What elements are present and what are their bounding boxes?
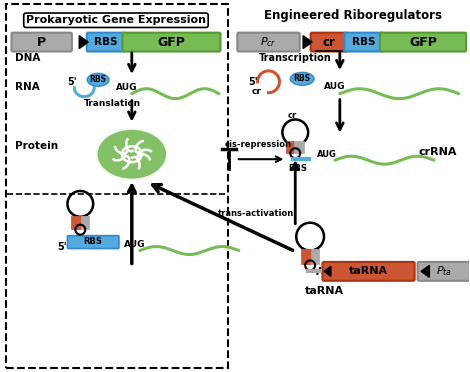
Text: AUG: AUG xyxy=(116,83,138,92)
Text: 5': 5' xyxy=(248,77,258,87)
FancyBboxPatch shape xyxy=(322,262,415,281)
Text: P: P xyxy=(37,36,46,49)
Text: 5': 5' xyxy=(68,77,77,87)
Text: AUG: AUG xyxy=(124,240,146,249)
Text: taRNA: taRNA xyxy=(349,266,388,276)
Text: cr: cr xyxy=(288,111,297,120)
Text: $P_{cr}$: $P_{cr}$ xyxy=(260,35,277,49)
FancyBboxPatch shape xyxy=(11,33,72,51)
Text: RNA: RNA xyxy=(15,82,39,92)
Text: RBS: RBS xyxy=(90,75,107,84)
Text: Engineered Riboregulators: Engineered Riboregulators xyxy=(264,9,442,22)
FancyBboxPatch shape xyxy=(345,33,383,51)
Ellipse shape xyxy=(87,73,109,86)
Text: cr: cr xyxy=(322,36,336,49)
Text: cis-repression: cis-repression xyxy=(225,140,292,149)
FancyBboxPatch shape xyxy=(122,33,220,51)
Text: GFP: GFP xyxy=(409,36,437,49)
FancyBboxPatch shape xyxy=(418,262,470,281)
Text: cr: cr xyxy=(252,87,262,96)
FancyBboxPatch shape xyxy=(87,33,125,51)
Text: AUG: AUG xyxy=(317,150,337,159)
Text: AUG: AUG xyxy=(324,82,345,91)
Ellipse shape xyxy=(290,73,314,85)
Text: RBS: RBS xyxy=(94,37,118,47)
Text: RBS: RBS xyxy=(294,74,311,83)
Polygon shape xyxy=(303,36,312,48)
Ellipse shape xyxy=(96,128,167,180)
FancyBboxPatch shape xyxy=(311,33,347,51)
Text: GFP: GFP xyxy=(157,36,185,49)
Polygon shape xyxy=(324,266,331,276)
Text: Protein: Protein xyxy=(15,141,58,151)
Text: Translation: Translation xyxy=(84,99,141,108)
Text: Transcription: Transcription xyxy=(259,53,332,63)
Text: Prokaryotic Gene Expression: Prokaryotic Gene Expression xyxy=(26,15,206,25)
Text: RBS: RBS xyxy=(352,37,376,47)
FancyBboxPatch shape xyxy=(380,33,466,51)
FancyBboxPatch shape xyxy=(237,33,300,51)
Text: $P_{ta}$: $P_{ta}$ xyxy=(436,264,452,278)
Text: crRNA: crRNA xyxy=(418,147,457,157)
Polygon shape xyxy=(421,265,430,277)
FancyBboxPatch shape xyxy=(67,235,119,248)
Text: RBS: RBS xyxy=(84,237,102,246)
Text: DNA: DNA xyxy=(15,53,40,63)
Text: taRNA: taRNA xyxy=(305,286,344,296)
Polygon shape xyxy=(79,36,88,48)
Text: RBS: RBS xyxy=(288,164,307,173)
Text: 5': 5' xyxy=(58,241,67,251)
Text: trans-activation: trans-activation xyxy=(218,209,294,218)
